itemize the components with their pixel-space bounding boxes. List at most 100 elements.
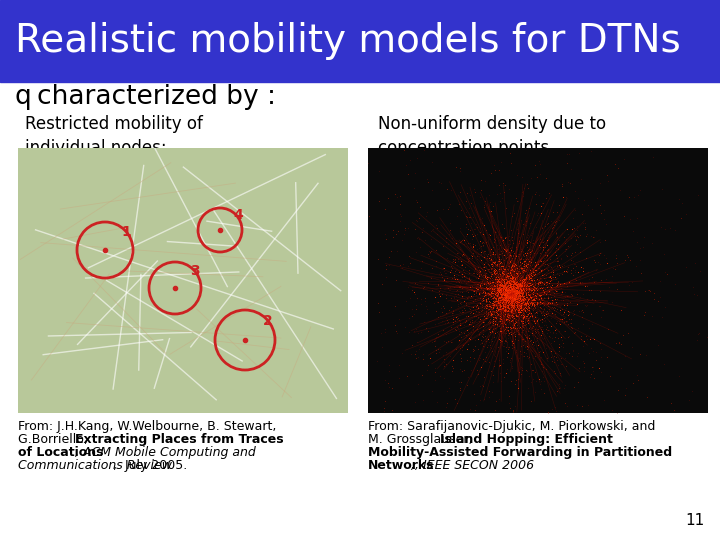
Point bbox=[505, 290, 517, 299]
Point bbox=[500, 306, 511, 314]
Point bbox=[513, 283, 524, 292]
Point bbox=[505, 292, 517, 301]
Point bbox=[522, 235, 534, 244]
Point bbox=[526, 312, 538, 320]
Point bbox=[510, 292, 521, 301]
Point bbox=[527, 296, 539, 305]
Point bbox=[524, 293, 536, 302]
Point bbox=[500, 336, 512, 345]
Point bbox=[579, 282, 590, 291]
Point bbox=[518, 268, 529, 276]
Point bbox=[487, 313, 499, 321]
Point bbox=[440, 308, 451, 317]
Point bbox=[535, 385, 546, 394]
Text: 3: 3 bbox=[191, 264, 200, 278]
Point bbox=[509, 264, 521, 273]
Point bbox=[495, 308, 506, 317]
Point bbox=[529, 284, 541, 293]
Point bbox=[498, 287, 510, 295]
Point bbox=[451, 256, 463, 265]
Point bbox=[499, 285, 510, 293]
Point bbox=[494, 284, 505, 293]
Point bbox=[516, 291, 527, 300]
Point bbox=[449, 292, 460, 301]
Point bbox=[438, 267, 449, 275]
Point bbox=[526, 309, 537, 318]
Point bbox=[503, 287, 515, 296]
Point bbox=[503, 289, 515, 298]
Point bbox=[522, 315, 534, 324]
Point bbox=[565, 255, 577, 264]
Point bbox=[589, 258, 600, 266]
Point bbox=[499, 288, 510, 296]
Point bbox=[503, 295, 515, 304]
Point bbox=[506, 287, 518, 296]
Point bbox=[481, 303, 492, 312]
Point bbox=[523, 271, 534, 279]
Point bbox=[486, 317, 498, 326]
Point bbox=[498, 261, 509, 270]
Point bbox=[529, 313, 541, 322]
Point bbox=[503, 288, 514, 297]
Point bbox=[528, 285, 539, 294]
Point bbox=[505, 299, 517, 307]
Point bbox=[519, 284, 531, 293]
Point bbox=[496, 305, 508, 313]
Point bbox=[536, 277, 547, 286]
Point bbox=[437, 350, 449, 359]
Point bbox=[522, 284, 534, 293]
Point bbox=[565, 289, 577, 298]
Point bbox=[505, 291, 516, 300]
Point bbox=[464, 283, 476, 292]
Point bbox=[478, 332, 490, 341]
Point bbox=[595, 201, 606, 210]
Point bbox=[502, 284, 513, 292]
Point bbox=[415, 264, 426, 272]
Point bbox=[500, 298, 512, 307]
Point bbox=[386, 406, 397, 414]
Point bbox=[516, 288, 528, 296]
Point bbox=[516, 295, 528, 303]
Point bbox=[484, 319, 495, 327]
Point bbox=[507, 293, 518, 302]
Point bbox=[523, 330, 534, 339]
Point bbox=[505, 288, 516, 296]
Point bbox=[482, 264, 494, 273]
Point bbox=[517, 284, 528, 292]
Point bbox=[497, 289, 508, 298]
Point bbox=[507, 295, 518, 304]
Point bbox=[491, 269, 503, 278]
Point bbox=[492, 311, 504, 320]
Point bbox=[572, 232, 583, 240]
Point bbox=[511, 306, 523, 315]
Point bbox=[540, 289, 552, 298]
Point bbox=[517, 259, 528, 267]
Point bbox=[518, 282, 530, 291]
Point bbox=[474, 300, 486, 309]
Point bbox=[496, 249, 508, 258]
Point bbox=[396, 348, 408, 357]
Point bbox=[524, 256, 536, 265]
Point bbox=[525, 245, 536, 254]
Point bbox=[484, 285, 495, 294]
Point bbox=[392, 329, 403, 338]
Point bbox=[497, 307, 508, 316]
Point bbox=[615, 186, 626, 194]
Point bbox=[464, 239, 476, 247]
Point bbox=[553, 271, 564, 280]
Point bbox=[505, 291, 516, 299]
Point bbox=[501, 297, 513, 306]
Point bbox=[499, 298, 510, 307]
Point bbox=[512, 288, 523, 297]
Point bbox=[500, 305, 512, 314]
Point bbox=[516, 286, 527, 294]
Text: ,, IEEE SECON 2006: ,, IEEE SECON 2006 bbox=[411, 459, 534, 472]
Point bbox=[501, 278, 513, 287]
Point bbox=[508, 283, 519, 292]
Point bbox=[521, 299, 533, 307]
Point bbox=[505, 293, 516, 302]
Point bbox=[484, 301, 495, 310]
Point bbox=[505, 294, 516, 303]
Point bbox=[552, 268, 563, 277]
Point bbox=[510, 301, 521, 309]
